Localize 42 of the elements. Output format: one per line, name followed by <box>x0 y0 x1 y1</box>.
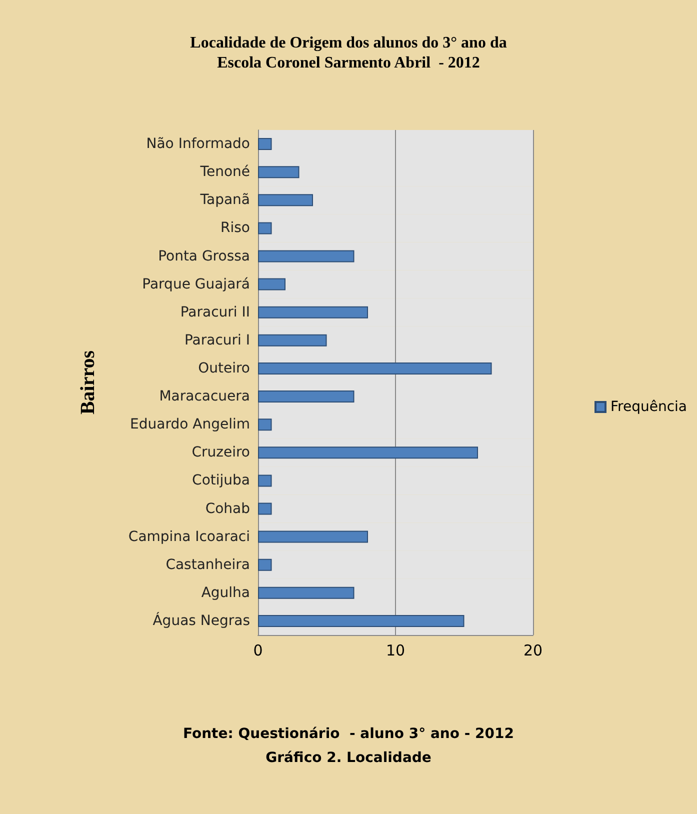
y-tick-label: Campina Icoaraci <box>128 528 250 545</box>
y-tick-label: Paracuri II <box>180 304 250 320</box>
bar <box>258 138 272 150</box>
bar <box>258 278 286 290</box>
y-tick-label: Ponta Grossa <box>158 248 250 264</box>
bar <box>258 306 368 318</box>
y-tick-label: Castanheira <box>166 556 250 573</box>
bar <box>258 586 354 599</box>
bar <box>258 390 354 403</box>
bar <box>258 250 354 262</box>
y-tick-label: Cruzeiro <box>192 444 250 461</box>
y-tick-label: Águas Negras <box>152 612 250 629</box>
x-tick-label: 20 <box>523 642 543 660</box>
y-tick-label: Eduardo Angelim <box>130 416 250 433</box>
y-tick-label: Tenoné <box>199 164 250 180</box>
y-tick-label: Paracuri I <box>184 332 250 348</box>
bar <box>258 166 300 178</box>
bar <box>258 194 313 206</box>
bar <box>258 530 368 543</box>
bar <box>258 474 272 487</box>
bar <box>258 502 272 515</box>
y-tick-label: Parque Guajará <box>142 276 250 292</box>
y-tick-label: Agulha <box>201 584 250 601</box>
y-tick-label: Tapanã <box>199 192 250 208</box>
x-tick-label: 0 <box>253 642 263 660</box>
legend-label: Frequência <box>610 399 688 415</box>
text: Gráfico 2. Localidade <box>266 750 432 766</box>
bar <box>258 222 272 234</box>
y-tick-label: Cotijuba <box>192 472 250 489</box>
y-tick-label: Não Informado <box>146 136 250 152</box>
chart-title: Localidade de Origem dos alunos do 3° ano da Escola Coronel Sarmento Abril - 2012 <box>190 34 507 72</box>
y-tick-label: Outeiro <box>198 360 250 376</box>
y-tick-label: Maracacuera <box>159 388 250 405</box>
y-axis-title: Bairros <box>77 350 99 415</box>
y-tick-label: Cohab <box>205 500 250 517</box>
x-tick-label: 10 <box>386 642 406 660</box>
bar <box>258 558 272 571</box>
y-tick-label: Riso <box>220 220 250 236</box>
bar <box>258 614 464 627</box>
bar <box>258 334 327 346</box>
source-note: Fonte: Questionário - aluno 3° ano - 2012 <box>182 726 514 742</box>
bar <box>258 418 272 431</box>
